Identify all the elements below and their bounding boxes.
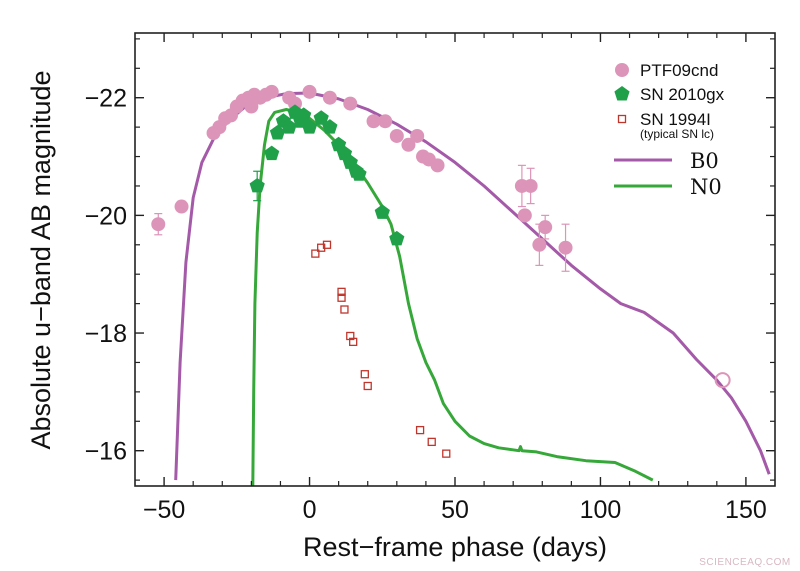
x-tick-label: 50 <box>441 496 469 524</box>
data-point-sn-2010gx <box>389 230 405 246</box>
legend-label: PTF09cnd <box>640 61 718 80</box>
data-point-ptf09cnd <box>378 114 393 129</box>
data-point-sn-2010gx <box>269 125 286 140</box>
data-point-sn-1994i <box>442 449 451 458</box>
data-point-ptf09cnd <box>244 99 259 114</box>
data-point-sn-1994i <box>337 293 346 302</box>
data-point-sn-1994i <box>322 240 332 249</box>
data-point-ptf09cnd <box>538 220 553 235</box>
data-point-ptf09cnd <box>401 137 416 152</box>
x-tick-label: 100 <box>580 496 622 524</box>
data-point-sn-1994i <box>337 287 346 297</box>
data-point-sn-1994i <box>311 249 320 258</box>
legend-label: B0 <box>690 149 719 173</box>
data-point-sn-2010gx <box>374 204 390 219</box>
data-point-sn-2010gx <box>322 119 338 134</box>
data-point-sn-1994i <box>349 337 358 347</box>
data-point-sn-1994i <box>415 425 425 435</box>
data-point-ptf09cnd <box>430 158 445 173</box>
data-point-ptf09cnd <box>517 208 532 223</box>
data-point-sn-2010gx <box>301 119 318 134</box>
data-point-ptf09cnd <box>302 84 317 99</box>
watermark: SCIENCEAQ.COM <box>699 557 791 568</box>
data-point-sn-2010gx <box>264 145 280 161</box>
data-point-sn-1994i <box>427 437 436 447</box>
y-tick-label: −18 <box>85 320 127 348</box>
y-axis-title: Absolute u−band AB magnitude <box>26 70 56 449</box>
data-point-sn-1994i <box>363 381 372 391</box>
series-line-b0 <box>174 91 771 481</box>
data-point-sn-2010gx <box>351 166 367 181</box>
axes: −50 0 50 100 150 −16 −18 −20 −22 <box>85 33 775 524</box>
y-tick-label: −20 <box>85 202 127 230</box>
data-point-sn-2010gx <box>249 178 265 193</box>
data-point-sn-1994i <box>340 305 349 314</box>
legend: PTF09cnd SN 2010gx SN 1994I(typical SN lc)… <box>614 61 725 199</box>
data-point-ptf09cnd <box>558 240 573 255</box>
y-tick-label: −16 <box>85 438 127 466</box>
legend-label: N0 <box>690 175 722 199</box>
x-tick-label: 150 <box>725 496 767 524</box>
data-point-ptf09cnd <box>410 128 425 143</box>
data-point-ptf09cnd <box>151 217 166 232</box>
x-tick-label: 0 <box>303 496 317 524</box>
series-line-n0 <box>251 108 654 487</box>
data-point-sn-2010gx <box>296 107 312 122</box>
data-point-ptf09cnd <box>523 178 538 193</box>
legend-label: SN 1994I <box>640 110 711 129</box>
data-point-ptf09cnd <box>322 90 337 105</box>
y-tick-label: −22 <box>85 85 127 113</box>
data-point-sn-1994i <box>360 370 369 379</box>
data-point-ptf09cnd <box>343 96 358 111</box>
data-point-ptf09cnd <box>366 114 381 129</box>
data-point-sn-2010gx <box>313 110 329 125</box>
legend-label: SN 2010gx <box>640 85 725 104</box>
data-point-ptf09cnd <box>714 372 731 389</box>
legend-swatch-sn-1994i <box>617 114 627 124</box>
plot-area <box>151 84 771 487</box>
data-point-ptf09cnd <box>174 199 189 214</box>
data-point-ptf09cnd <box>532 237 547 252</box>
x-tick-label: −50 <box>143 496 185 524</box>
legend-swatch-sn-2010gx <box>614 86 630 101</box>
data-point-ptf09cnd <box>264 84 279 99</box>
data-point-sn-2010gx <box>281 119 297 134</box>
legend-note: (typical SN lc) <box>640 127 714 141</box>
legend-swatch-ptf09cnd <box>615 63 629 77</box>
data-point-ptf09cnd <box>389 128 404 143</box>
x-axis-title: Rest−frame phase (days) <box>303 532 607 562</box>
